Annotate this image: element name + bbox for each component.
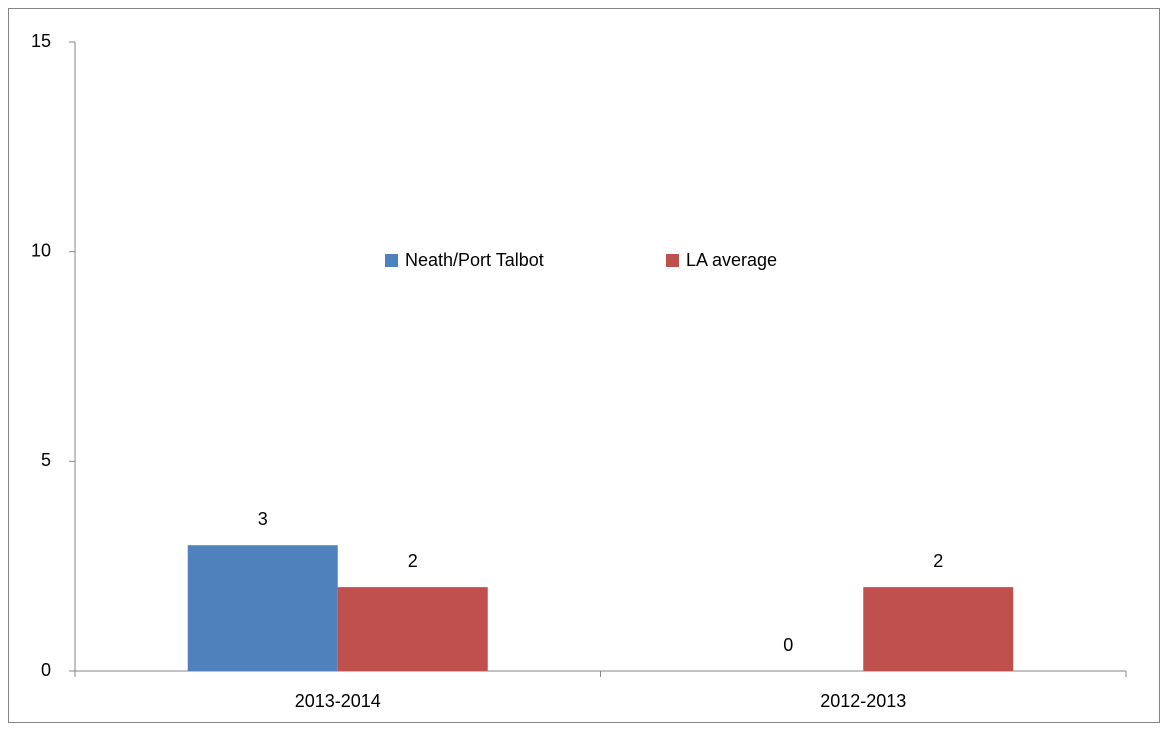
legend-label: LA average bbox=[686, 250, 777, 270]
legend-label: Neath/Port Talbot bbox=[405, 250, 544, 270]
bar bbox=[337, 587, 488, 671]
y-tick-label: 10 bbox=[31, 240, 51, 260]
y-tick-label: 0 bbox=[41, 660, 51, 680]
y-tick-label: 5 bbox=[41, 450, 51, 470]
legend-swatch bbox=[666, 254, 679, 267]
data-label: 2 bbox=[408, 551, 418, 571]
y-tick-label: 15 bbox=[31, 31, 51, 51]
data-label: 2 bbox=[933, 551, 943, 571]
legend-swatch bbox=[385, 254, 398, 267]
bar bbox=[187, 545, 338, 671]
data-label: 0 bbox=[783, 635, 793, 655]
data-label: 3 bbox=[258, 509, 268, 529]
x-tick-label: 2012-2013 bbox=[820, 691, 906, 711]
x-tick-label: 2013-2014 bbox=[295, 691, 381, 711]
bar bbox=[863, 587, 1014, 671]
